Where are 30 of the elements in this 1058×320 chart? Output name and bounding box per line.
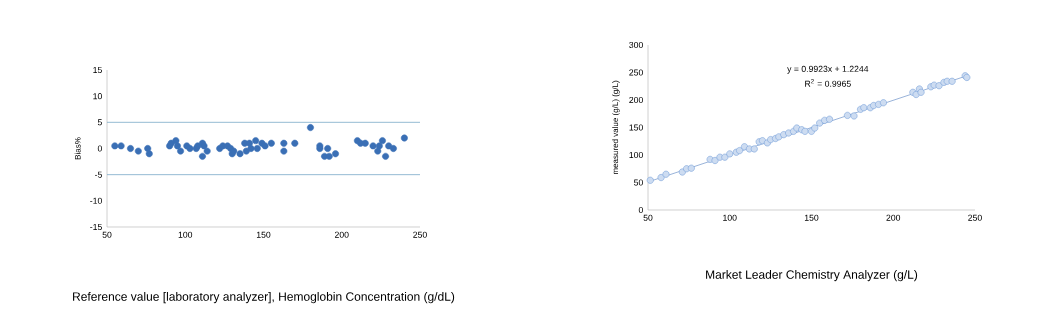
y-tick-label: 100	[629, 151, 643, 159]
x-tick-label: 50	[643, 214, 653, 221]
x-tick-label: 150	[256, 231, 271, 238]
y-tick-label: 250	[629, 69, 643, 76]
y-tick-label: 10	[93, 93, 102, 100]
y-tick-label: 150	[629, 124, 643, 131]
y-tick-label: 0	[97, 145, 102, 152]
y-tick-label: 200	[629, 96, 643, 104]
y-tick-label: 5	[97, 119, 102, 126]
y-tick-label: 15	[93, 66, 102, 74]
y-tick-label: -5	[94, 171, 102, 178]
x-tick-label: 200	[334, 231, 349, 238]
y-tick-label: 0	[638, 206, 643, 214]
annotation: y = 0.9923x + 1.2244	[787, 65, 869, 74]
x-axis-title: Market Leader Chemistry Analyzer (g/L)	[706, 269, 918, 282]
y-tick-label: -10	[90, 197, 102, 204]
x-tick-label: 150	[804, 214, 819, 221]
x-tick-label: 250	[413, 231, 427, 238]
x-tick-label: 100	[178, 231, 193, 238]
y-axis-title: measured value (g/L) (g/L)	[612, 80, 620, 175]
x-tick-label: 100	[723, 214, 737, 221]
x-tick-label: 50	[102, 231, 112, 238]
x-axis-title: Reference value [laboratory analyzer], Hemoglobin Concentration (g/dL)	[73, 291, 455, 304]
y-tick-label: -15	[90, 223, 102, 231]
y-axis-title: Bias%	[74, 137, 81, 160]
x-tick-label: 250	[968, 214, 982, 221]
y-tick-label: 50	[634, 179, 643, 186]
annotation: R$^{2}$ = 0.9965	[805, 79, 851, 87]
x-tick-label: 200	[886, 214, 901, 221]
y-tick-label: 300	[629, 41, 643, 49]
